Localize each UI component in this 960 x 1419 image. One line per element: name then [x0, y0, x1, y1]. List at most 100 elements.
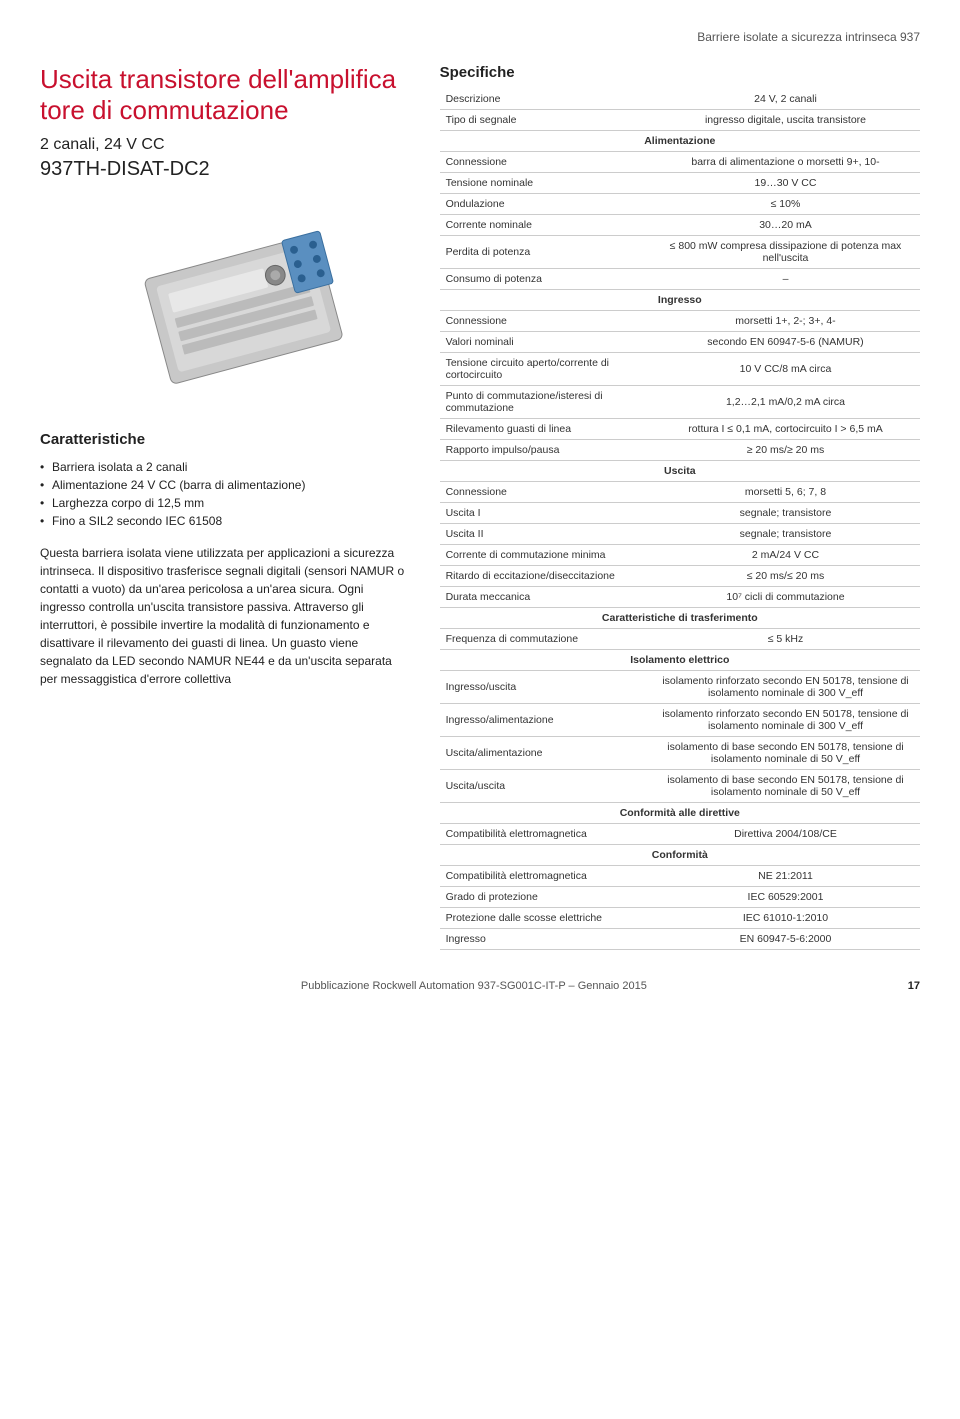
- spec-value: isolamento di base secondo EN 50178, ten…: [651, 770, 920, 803]
- table-row: Caratteristiche di trasferimento: [440, 608, 920, 629]
- features-heading: Caratteristiche: [40, 431, 410, 448]
- spec-key: Ingresso/uscita: [440, 671, 651, 704]
- product-title: Uscita transistore dell'amplifica tore d…: [40, 64, 410, 126]
- spec-key: Ondulazione: [440, 194, 651, 215]
- spec-value: ≤ 800 mW compresa dissipazione di potenz…: [651, 236, 920, 269]
- spec-key: Tensione nominale: [440, 173, 651, 194]
- spec-value: rottura I ≤ 0,1 mA, cortocircuito I > 6,…: [651, 419, 920, 440]
- product-image: [40, 201, 410, 401]
- table-row: Connessionemorsetti 5, 6; 7, 8: [440, 482, 920, 503]
- spec-value: ≤ 20 ms/≤ 20 ms: [651, 566, 920, 587]
- spec-section-header: Uscita: [440, 461, 920, 482]
- spec-value: ≥ 20 ms/≥ 20 ms: [651, 440, 920, 461]
- spec-key: Compatibilità elettromagnetica: [440, 866, 651, 887]
- feature-item: Fino a SIL2 secondo IEC 61508: [40, 512, 410, 530]
- spec-value: isolamento rinforzato secondo EN 50178, …: [651, 671, 920, 704]
- table-row: IngressoEN 60947-5-6:2000: [440, 929, 920, 950]
- spec-section-header: Alimentazione: [440, 131, 920, 152]
- spec-key: Durata meccanica: [440, 587, 651, 608]
- spec-value: morsetti 1+, 2-; 3+, 4-: [651, 311, 920, 332]
- spec-value: 30…20 mA: [651, 215, 920, 236]
- left-column: Uscita transistore dell'amplifica tore d…: [40, 64, 410, 950]
- spec-value: 1,2…2,1 mA/0,2 mA circa: [651, 386, 920, 419]
- table-row: Ondulazione≤ 10%: [440, 194, 920, 215]
- feature-item: Larghezza corpo di 12,5 mm: [40, 494, 410, 512]
- table-row: Rapporto impulso/pausa≥ 20 ms/≥ 20 ms: [440, 440, 920, 461]
- spec-value: ≤ 5 kHz: [651, 629, 920, 650]
- spec-key: Punto di commutazione/isteresi di commut…: [440, 386, 651, 419]
- table-row: Ingresso/uscitaisolamento rinforzato sec…: [440, 671, 920, 704]
- spec-key: Ritardo di eccitazione/diseccitazione: [440, 566, 651, 587]
- spec-key: Uscita/uscita: [440, 770, 651, 803]
- table-row: Punto di commutazione/isteresi di commut…: [440, 386, 920, 419]
- table-row: Compatibilità elettromagneticaNE 21:2011: [440, 866, 920, 887]
- table-row: Uscita/alimentazioneisolamento di base s…: [440, 737, 920, 770]
- spec-value: 19…30 V CC: [651, 173, 920, 194]
- spec-key: Tensione circuito aperto/corrente di cor…: [440, 353, 651, 386]
- spec-value: morsetti 5, 6; 7, 8: [651, 482, 920, 503]
- description-paragraph: Questa barriera isolata viene utilizzata…: [40, 544, 410, 688]
- spec-value: secondo EN 60947-5-6 (NAMUR): [651, 332, 920, 353]
- table-row: Alimentazione: [440, 131, 920, 152]
- spec-key: Connessione: [440, 152, 651, 173]
- spec-key: Connessione: [440, 482, 651, 503]
- page-number: 17: [908, 980, 920, 992]
- specifications-heading: Specifiche: [440, 64, 920, 81]
- spec-section-header: Isolamento elettrico: [440, 650, 920, 671]
- table-row: Protezione dalle scosse elettricheIEC 61…: [440, 908, 920, 929]
- table-row: Tipo di segnaleingresso digitale, uscita…: [440, 110, 920, 131]
- spec-key: Tipo di segnale: [440, 110, 651, 131]
- spec-key: Compatibilità elettromagnetica: [440, 824, 651, 845]
- table-row: Frequenza di commutazione≤ 5 kHz: [440, 629, 920, 650]
- feature-item: Barriera isolata a 2 canali: [40, 458, 410, 476]
- table-row: Uscita: [440, 461, 920, 482]
- table-row: Connessionemorsetti 1+, 2-; 3+, 4-: [440, 311, 920, 332]
- spec-key: Perdita di potenza: [440, 236, 651, 269]
- spec-value: NE 21:2011: [651, 866, 920, 887]
- spec-key: Rilevamento guasti di linea: [440, 419, 651, 440]
- spec-section-header: Conformità alle direttive: [440, 803, 920, 824]
- product-subtitle: 2 canali, 24 V CC: [40, 136, 410, 154]
- table-row: Compatibilità elettromagneticaDirettiva …: [440, 824, 920, 845]
- spec-value: Direttiva 2004/108/CE: [651, 824, 920, 845]
- spec-key: Consumo di potenza: [440, 269, 651, 290]
- table-row: Valori nominalisecondo EN 60947-5-6 (NAM…: [440, 332, 920, 353]
- spec-value: –: [651, 269, 920, 290]
- feature-item: Alimentazione 24 V CC (barra di alimenta…: [40, 476, 410, 494]
- spec-key: Corrente di commutazione minima: [440, 545, 651, 566]
- table-row: Isolamento elettrico: [440, 650, 920, 671]
- table-row: Uscita Isegnale; transistore: [440, 503, 920, 524]
- spec-key: Uscita II: [440, 524, 651, 545]
- spec-key: Valori nominali: [440, 332, 651, 353]
- spec-key: Connessione: [440, 311, 651, 332]
- table-row: Tensione circuito aperto/corrente di cor…: [440, 353, 920, 386]
- spec-value: barra di alimentazione o morsetti 9+, 10…: [651, 152, 920, 173]
- specifications-table: Descrizione24 V, 2 canaliTipo di segnale…: [440, 89, 920, 950]
- table-row: Ingresso/alimentazioneisolamento rinforz…: [440, 704, 920, 737]
- page-footer: Pubblicazione Rockwell Automation 937-SG…: [40, 980, 920, 992]
- spec-value: 24 V, 2 canali: [651, 89, 920, 110]
- spec-key: Corrente nominale: [440, 215, 651, 236]
- spec-key: Descrizione: [440, 89, 651, 110]
- spec-value: segnale; transistore: [651, 503, 920, 524]
- spec-value: IEC 61010-1:2010: [651, 908, 920, 929]
- spec-value: isolamento di base secondo EN 50178, ten…: [651, 737, 920, 770]
- spec-value: 2 mA/24 V CC: [651, 545, 920, 566]
- spec-key: Rapporto impulso/pausa: [440, 440, 651, 461]
- spec-section-header: Conformità: [440, 845, 920, 866]
- header-category: Barriere isolate a sicurezza intrinseca …: [40, 30, 920, 44]
- spec-value: 10 V CC/8 mA circa: [651, 353, 920, 386]
- table-row: Uscita IIsegnale; transistore: [440, 524, 920, 545]
- spec-key: Grado di protezione: [440, 887, 651, 908]
- spec-key: Ingresso: [440, 929, 651, 950]
- table-row: Consumo di potenza–: [440, 269, 920, 290]
- table-row: Corrente nominale30…20 mA: [440, 215, 920, 236]
- spec-value: IEC 60529:2001: [651, 887, 920, 908]
- spec-section-header: Caratteristiche di trasferimento: [440, 608, 920, 629]
- table-row: Ritardo di eccitazione/diseccitazione≤ 2…: [440, 566, 920, 587]
- table-row: Uscita/uscitaisolamento di base secondo …: [440, 770, 920, 803]
- title-line-2: tore di commutazione: [40, 95, 289, 125]
- table-row: Tensione nominale19…30 V CC: [440, 173, 920, 194]
- table-row: Grado di protezioneIEC 60529:2001: [440, 887, 920, 908]
- product-model: 937TH-DISAT-DC2: [40, 158, 410, 181]
